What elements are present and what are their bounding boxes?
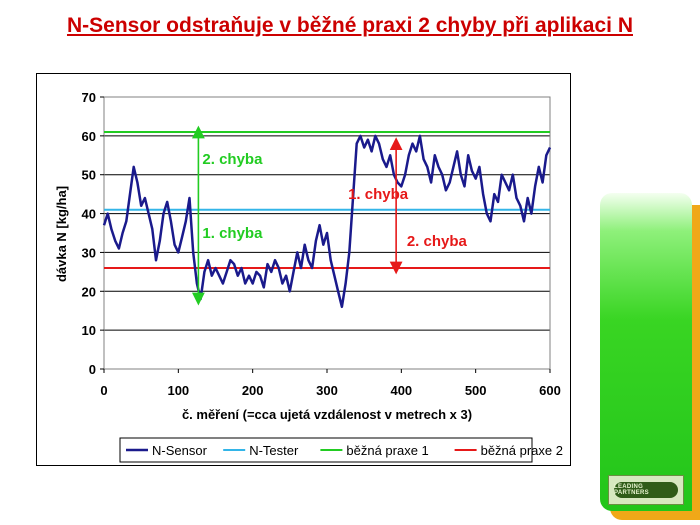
annotation-label: 1. chyba <box>348 186 409 203</box>
slide-title: N-Sensor odstraňuje v běžné praxi 2 chyb… <box>66 14 633 37</box>
partner-logo-text: LEADING PARTNERS <box>614 482 678 498</box>
legend-label: běžná praxe 1 <box>346 443 428 458</box>
legend-label: N-Sensor <box>152 443 208 458</box>
y-tick-label: 0 <box>89 362 96 377</box>
x-tick-label: 300 <box>316 383 338 398</box>
y-tick-label: 10 <box>82 323 96 338</box>
partner-logo: LEADING PARTNERS <box>608 475 684 505</box>
x-axis-title: č. měření (=cca ujetá vzdálenost v metre… <box>182 407 472 422</box>
legend-label: N-Tester <box>249 443 299 458</box>
x-tick-label: 600 <box>539 383 561 398</box>
y-tick-label: 60 <box>82 129 96 144</box>
chart-frame <box>36 73 571 466</box>
annotation-label: 2. chyba <box>407 233 468 250</box>
y-tick-label: 40 <box>82 207 96 222</box>
annotation-label: 1. chyba <box>202 225 263 242</box>
legend: N-Sensor N-Tester běžná praxe 1 běžná praxe… <box>119 437 563 463</box>
annotation-label: 2. chyba <box>202 151 263 168</box>
x-tick-label: 0 <box>100 383 107 398</box>
x-tick-label: 200 <box>242 383 264 398</box>
y-tick-label: 20 <box>82 284 96 299</box>
n-sensor-series <box>102 134 552 309</box>
x-tick-label: 100 <box>167 383 189 398</box>
side-panel <box>600 193 692 511</box>
reference-lines <box>104 131 550 269</box>
y-axis-title: dávka N [kg/ha] <box>54 186 69 282</box>
x-tick-label: 500 <box>465 383 487 398</box>
y-tick-label: 50 <box>82 168 96 183</box>
error-arrows <box>192 125 403 306</box>
x-axis-ticks: 0 100 200 300 400 500 600 <box>100 369 561 398</box>
x-tick-label: 400 <box>390 383 412 398</box>
y-tick-label: 70 <box>82 90 96 105</box>
y-tick-label: 30 <box>82 245 96 260</box>
legend-label: běžná praxe 2 <box>481 443 563 458</box>
y-axis-ticks: 0 10 20 30 40 50 60 70 <box>82 90 104 377</box>
series-line-1 <box>102 134 552 309</box>
annotations: 2. chyba 1. chyba 1. chyba 2. chyba <box>202 151 467 250</box>
